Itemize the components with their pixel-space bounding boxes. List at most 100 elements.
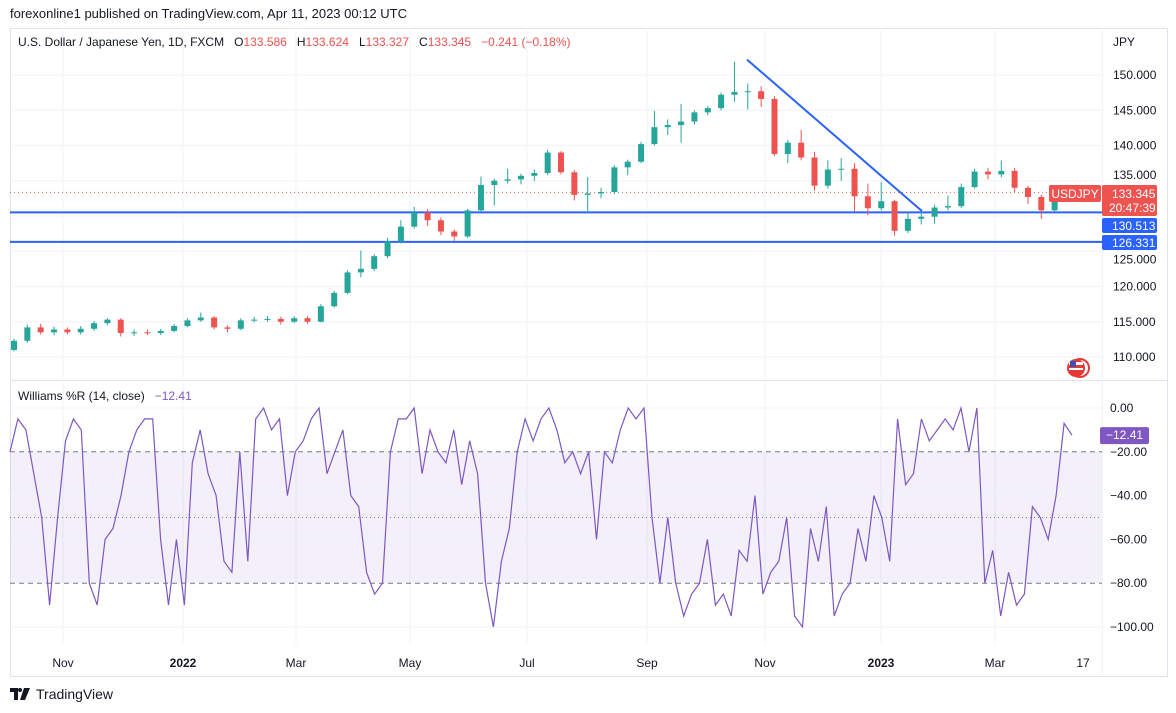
candle xyxy=(144,329,151,336)
candle xyxy=(611,165,618,195)
candle xyxy=(384,237,391,259)
candle xyxy=(464,208,471,238)
time-axis-label: 2022 xyxy=(170,656,197,670)
candle xyxy=(344,270,351,295)
candle-body xyxy=(237,320,244,329)
candle-body xyxy=(477,184,484,211)
candle-body xyxy=(891,201,898,231)
price-axis-label: 125.000 xyxy=(1113,252,1157,266)
candle xyxy=(424,208,431,226)
candle-body xyxy=(691,112,698,122)
candle-body xyxy=(598,192,605,194)
candle xyxy=(437,217,444,236)
level2-badge-bg xyxy=(1102,235,1157,250)
tradingview-logo[interactable]: TradingView xyxy=(10,686,113,702)
williams-axis-label: −100.00 xyxy=(1110,620,1154,634)
candle-body xyxy=(397,226,404,242)
candle xyxy=(971,168,978,189)
candle-body xyxy=(771,98,778,154)
candle-body xyxy=(224,327,231,329)
candle-body xyxy=(264,318,271,320)
candle-body xyxy=(517,175,524,180)
candle xyxy=(277,316,284,325)
candle-body xyxy=(811,157,818,186)
candle xyxy=(798,129,805,161)
candle-body xyxy=(24,327,31,341)
candle xyxy=(598,187,605,199)
candle-body xyxy=(878,201,885,209)
candle xyxy=(291,316,298,324)
williams-axis-label: −20.00 xyxy=(1110,445,1147,459)
candle-body xyxy=(424,212,431,221)
candle-body xyxy=(437,220,444,232)
candle-body xyxy=(851,168,858,197)
candle-body xyxy=(798,142,805,158)
candle-body xyxy=(491,180,498,185)
time-axis-label: Mar xyxy=(985,656,1006,670)
open-label: O xyxy=(234,35,244,49)
candle xyxy=(197,312,204,322)
candle xyxy=(771,96,778,157)
candle-body xyxy=(624,161,631,168)
candle-body xyxy=(944,206,951,208)
candle-body xyxy=(1011,170,1018,188)
candle xyxy=(851,163,858,212)
candle-body xyxy=(91,323,98,329)
low-value: 133.327 xyxy=(365,35,410,49)
candle xyxy=(237,318,244,331)
candle xyxy=(718,92,725,111)
candle xyxy=(24,324,31,343)
candle xyxy=(904,211,911,233)
candle-body xyxy=(51,329,58,333)
candle xyxy=(638,141,645,164)
williams-line xyxy=(9,405,1073,629)
candle xyxy=(838,158,845,181)
candle-body xyxy=(744,91,751,93)
candle-body xyxy=(931,207,938,217)
level1-badge: 130.513 xyxy=(1112,219,1156,233)
candle-body xyxy=(664,125,671,128)
candle-body xyxy=(344,272,351,293)
candle xyxy=(1024,185,1031,205)
candle-body xyxy=(864,196,871,209)
price-axis-label: 110.000 xyxy=(1113,350,1156,364)
published-info: forexonline1 published on TradingView.co… xyxy=(10,6,407,21)
candle xyxy=(958,183,965,209)
williams-axis-label: −80.00 xyxy=(1110,576,1147,590)
chart-frame xyxy=(10,28,1168,677)
candle-body xyxy=(317,306,324,322)
candle xyxy=(811,151,818,191)
williams-axis-label: −40.00 xyxy=(1110,489,1147,503)
level2-badge: 126.331 xyxy=(1112,236,1156,250)
candle-body xyxy=(357,268,364,273)
candle xyxy=(651,110,658,146)
brand-name: TradingView xyxy=(36,686,114,702)
candle xyxy=(544,149,551,176)
candle xyxy=(504,168,511,184)
candle xyxy=(878,182,885,211)
candle-body xyxy=(958,187,965,207)
candle xyxy=(984,168,991,180)
candle xyxy=(571,170,578,201)
candle-body xyxy=(144,332,151,334)
candle-body xyxy=(504,179,511,181)
candle-body xyxy=(291,318,298,322)
symbol-badge-bg xyxy=(1049,185,1101,202)
williams-value-badge: −12.41 xyxy=(1106,428,1143,442)
candle xyxy=(998,160,1005,178)
candle xyxy=(1038,194,1045,219)
candle-body xyxy=(171,325,178,331)
change-value: −0.241 (−0.18%) xyxy=(481,35,571,49)
candle-body xyxy=(998,170,1005,175)
candle-body xyxy=(37,327,44,333)
candle-body xyxy=(651,127,658,145)
candle xyxy=(117,318,124,337)
flag-stripe xyxy=(1069,368,1083,370)
candle xyxy=(678,103,685,143)
currency-label: JPY xyxy=(1113,35,1135,49)
candle-body xyxy=(211,317,218,328)
candle-body xyxy=(838,168,845,170)
close-value: 133.345 xyxy=(427,35,472,49)
trendline xyxy=(746,58,923,212)
